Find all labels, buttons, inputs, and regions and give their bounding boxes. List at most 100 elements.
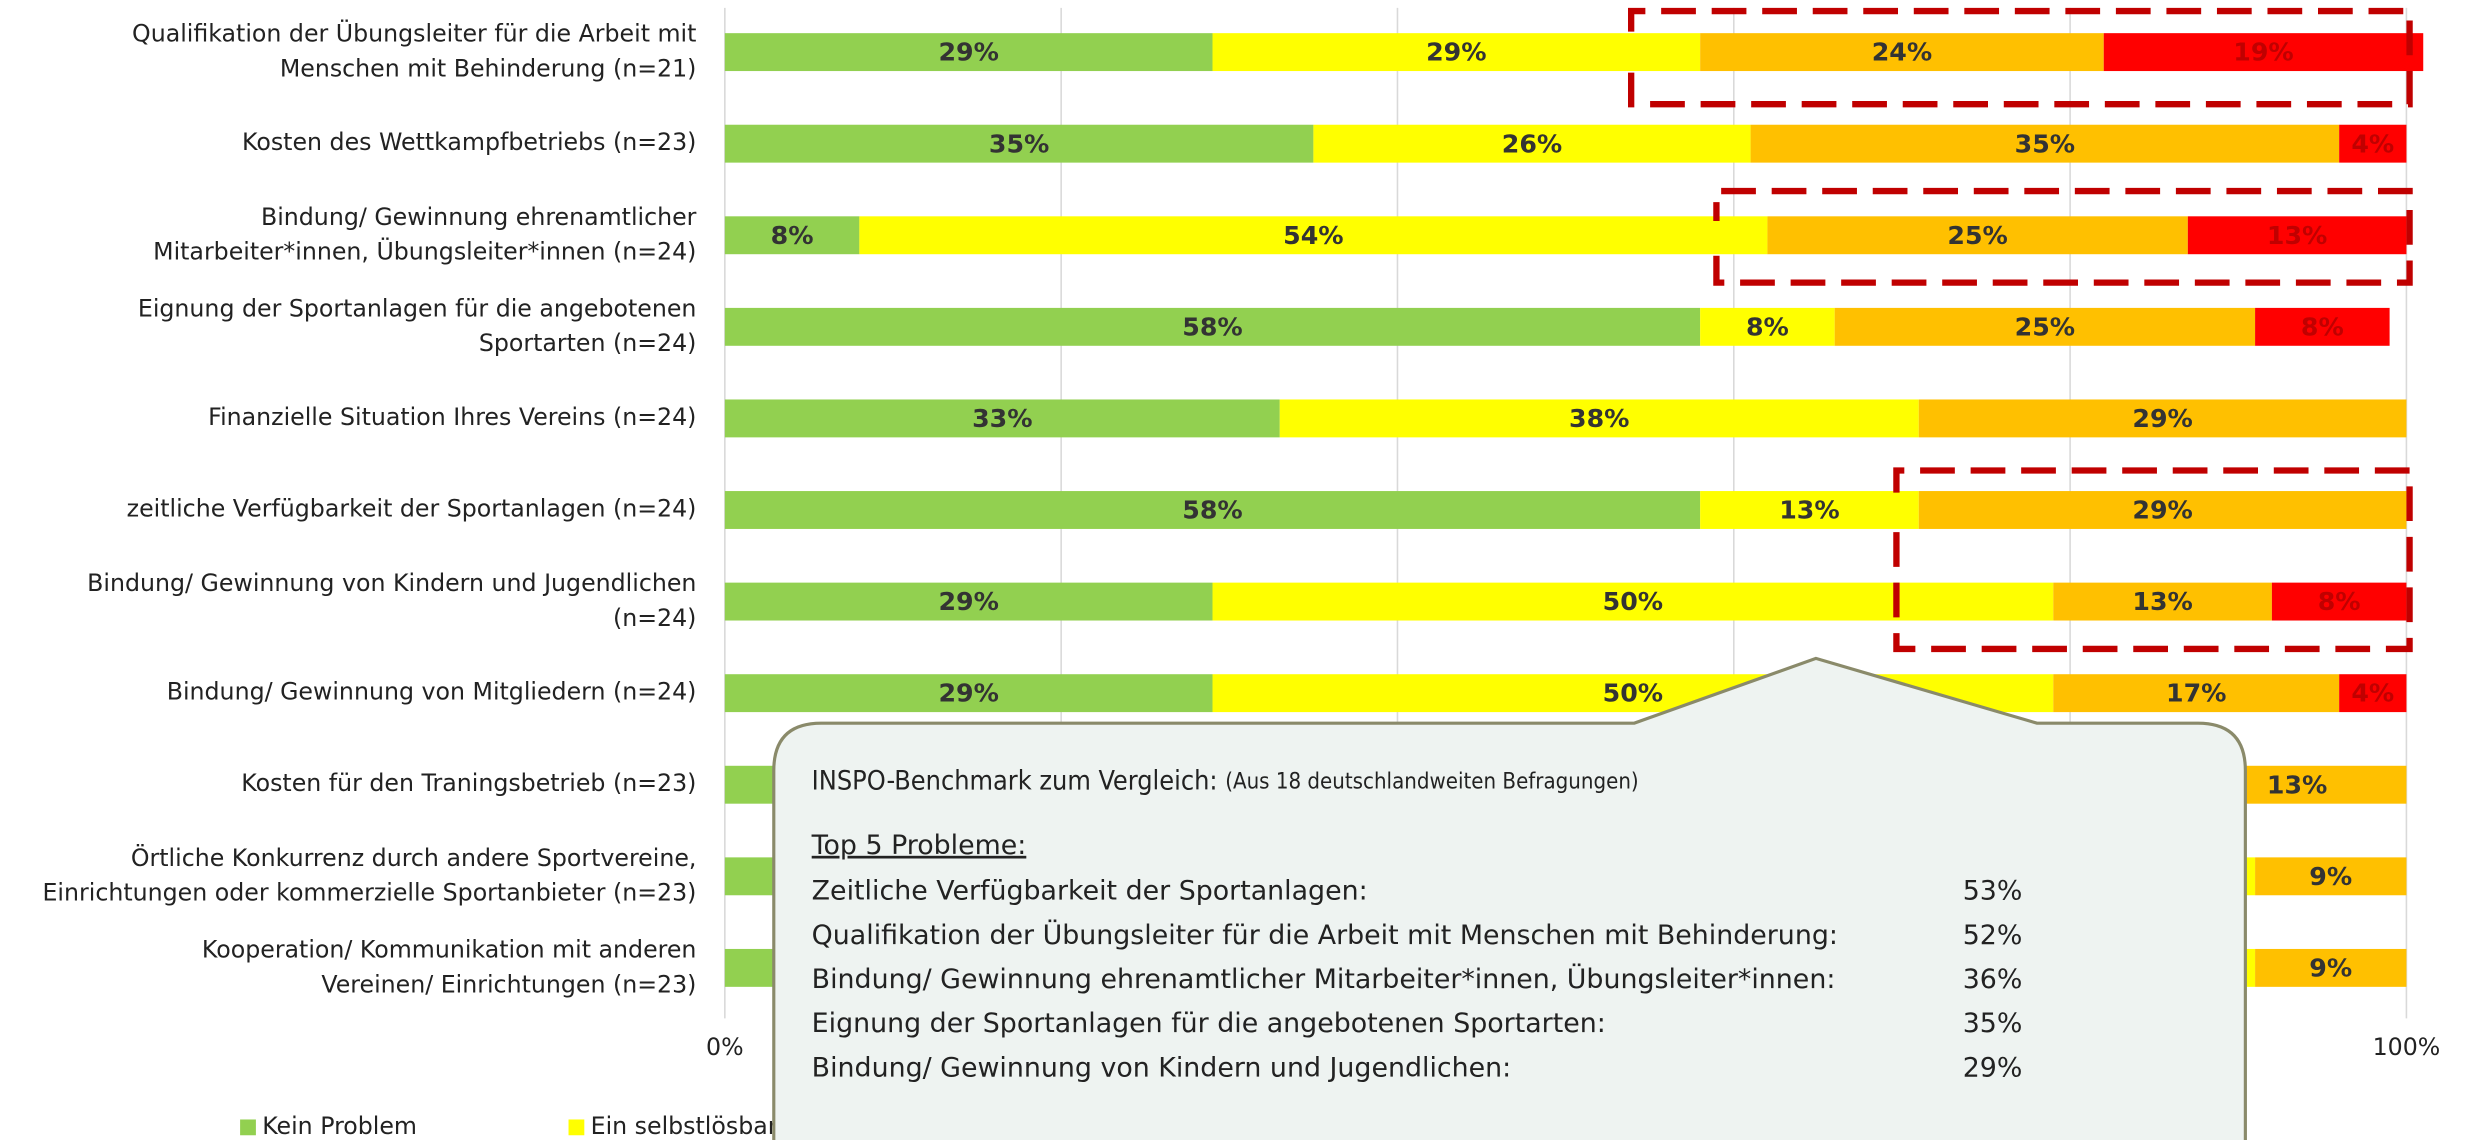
value-label: 8% <box>771 221 814 250</box>
value-label: 58% <box>1182 496 1242 525</box>
bar-segment <box>1212 582 2054 621</box>
legend-label: Kein Problem <box>262 1112 417 1140</box>
callout-item-label: Bindung/ Gewinnung von Kindern und Jugen… <box>812 1052 1512 1083</box>
bar-segment <box>2255 948 2407 987</box>
callout-box <box>772 656 2247 1140</box>
bar-segment <box>724 33 1213 72</box>
bar-segment <box>724 582 1213 621</box>
value-label: 58% <box>1182 312 1242 341</box>
callout-title: INSPO-Benchmark zum Vergleich: (Aus 18 d… <box>812 765 1639 796</box>
callout-item-value: 36% <box>1963 964 2023 995</box>
value-label: 38% <box>1569 404 1629 433</box>
bar-segment <box>2053 582 2272 621</box>
bar-segment <box>724 307 1701 346</box>
callout-item-label: Zeitliche Verfügbarkeit der Sportanlagen… <box>812 876 1368 907</box>
value-label: 29% <box>1426 38 1486 67</box>
value-label: 13% <box>2267 221 2327 250</box>
callout-item-label: Bindung/ Gewinnung ehrenamtlicher Mitarb… <box>812 963 1836 995</box>
value-label: 54% <box>1283 221 1343 250</box>
category-label: Finanzielle Situation Ihres Vereins (n=2… <box>208 403 696 431</box>
legend-swatch <box>568 1119 585 1136</box>
value-label: 25% <box>2015 312 2075 341</box>
category-label: Eignung der Sportanlagen für die angebot… <box>138 294 697 357</box>
category-label: zeitliche Verfügbarkeit der Sportanlagen… <box>127 495 697 523</box>
value-label: 29% <box>938 587 998 616</box>
bar-segment <box>2053 674 2340 713</box>
value-label: 33% <box>972 404 1032 433</box>
bar-segment <box>1700 33 2104 72</box>
value-label: 13% <box>2132 587 2192 616</box>
value-label: 35% <box>989 129 1049 158</box>
highlight-box <box>1713 187 2413 286</box>
value-label: 25% <box>1947 221 2007 250</box>
category-label: Örtliche Konkurrenz durch andere Sportve… <box>42 843 696 906</box>
value-label: 4% <box>2351 679 2394 708</box>
bar-segment <box>1313 124 1751 163</box>
bar-segment <box>2255 307 2390 346</box>
value-label: 29% <box>2132 496 2192 525</box>
callout-item-label: Qualifikation der Übungsleiter für die A… <box>812 919 1838 951</box>
highlight-box <box>1628 7 2413 108</box>
bar-segment <box>2255 857 2407 896</box>
bar-segment <box>859 216 1768 255</box>
callout-subtitle: (Aus 18 deutschlandweiten Befragungen) <box>1225 768 1638 794</box>
value-label: 8% <box>1746 312 1789 341</box>
legend-swatch <box>240 1119 256 1136</box>
value-label: 13% <box>2267 770 2327 799</box>
bar-segment <box>724 674 1213 713</box>
category-label: Kosten des Wettkampfbetriebs (n=23) <box>242 128 696 156</box>
bar-segment <box>1918 491 2407 529</box>
bar-segment <box>2103 33 2424 72</box>
category-label: Bindung/ Gewinnung ehrenamtlicher Mitarbe… <box>153 202 697 265</box>
bar-segment <box>724 491 1701 529</box>
value-label: 24% <box>1872 38 1932 67</box>
callout-item-value: 52% <box>1963 920 2023 951</box>
bar-segment <box>724 124 1314 163</box>
callout-title-text: INSPO-Benchmark zum Vergleich: <box>812 765 1218 796</box>
callout-item-value: 29% <box>1963 1052 2023 1083</box>
bar-segment <box>2187 216 2407 255</box>
bar-segment <box>1834 307 2256 346</box>
value-label: 4% <box>2351 129 2394 158</box>
bar-segment <box>2339 124 2407 163</box>
callout-items: Zeitliche Verfügbarkeit der Sportanlagen… <box>812 876 2023 1084</box>
bar-segment <box>1212 33 1701 72</box>
value-label: 8% <box>2301 312 2344 341</box>
category-label: Bindung/ Gewinnung von Mitgliedern (n=24… <box>167 678 697 706</box>
bar-segment <box>2271 582 2407 621</box>
x-tick-label: 0% <box>706 1033 744 1061</box>
bar-segment <box>724 399 1280 438</box>
value-label: 29% <box>938 38 998 67</box>
value-label: 9% <box>2309 862 2352 891</box>
callout-item-label: Eignung der Sportanlagen für die angebot… <box>812 1008 1606 1039</box>
bar-segment <box>1767 216 2188 255</box>
value-label: 8% <box>2318 587 2361 616</box>
x-tick-label: 100% <box>2373 1033 2441 1061</box>
bar-segment <box>1918 399 2407 438</box>
callout-item-value: 35% <box>1963 1008 2023 1039</box>
value-label: 26% <box>1502 129 1562 158</box>
value-label: 29% <box>938 679 998 708</box>
highlight-box <box>1893 467 2413 653</box>
category-label: Kosten für den Traningsbetrieb (n=23) <box>241 769 696 797</box>
bar-segment <box>1700 307 1835 346</box>
value-label: 19% <box>2233 38 2293 67</box>
bar-segment <box>1750 124 2340 163</box>
bar-segment <box>1700 491 1919 529</box>
highlights <box>1628 7 2413 653</box>
category-label: Kooperation/ Kommunikation mit anderen Ve… <box>202 935 697 998</box>
value-label: 50% <box>1603 679 1663 708</box>
callout-item-value: 53% <box>1963 876 2023 907</box>
bar-segment <box>724 216 860 255</box>
bar-segment <box>1279 399 1919 438</box>
value-label: 35% <box>2015 129 2075 158</box>
category-label: Qualifikation der Übungsleiter für die A… <box>132 19 696 82</box>
value-label: 29% <box>2132 404 2192 433</box>
value-label: 17% <box>2166 679 2226 708</box>
bar-segment <box>2339 674 2407 713</box>
value-label: 50% <box>1603 587 1663 616</box>
callout-heading: Top 5 Probleme: <box>811 830 1027 861</box>
value-label: 13% <box>1779 496 1839 525</box>
